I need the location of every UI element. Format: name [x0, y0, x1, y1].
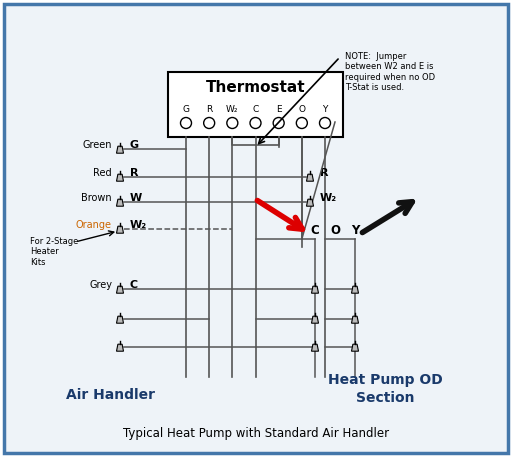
Polygon shape — [117, 174, 123, 181]
Text: W₂: W₂ — [320, 193, 337, 203]
Text: Air Handler: Air Handler — [66, 388, 155, 402]
Circle shape — [319, 117, 331, 128]
Polygon shape — [117, 344, 123, 351]
Polygon shape — [117, 146, 123, 153]
Polygon shape — [352, 316, 358, 323]
Text: G: G — [130, 140, 139, 150]
Text: For 2-Stage
Heater
Kits: For 2-Stage Heater Kits — [30, 237, 78, 267]
Circle shape — [250, 117, 261, 128]
Text: Thermostat: Thermostat — [206, 80, 305, 95]
Polygon shape — [117, 286, 123, 293]
Text: Brown: Brown — [81, 193, 112, 203]
Text: O: O — [330, 224, 340, 237]
Text: NOTE:  Jumper
between W2 and E is
required when no OD
T-Stat is used.: NOTE: Jumper between W2 and E is require… — [345, 52, 435, 92]
Polygon shape — [352, 344, 358, 351]
Polygon shape — [352, 286, 358, 293]
Polygon shape — [307, 174, 313, 181]
Text: E: E — [276, 106, 282, 115]
Text: Y: Y — [351, 224, 359, 237]
Text: Typical Heat Pump with Standard Air Handler: Typical Heat Pump with Standard Air Hand… — [123, 426, 389, 440]
Text: W₂: W₂ — [130, 220, 147, 230]
Text: R: R — [206, 106, 212, 115]
Text: Green: Green — [82, 140, 112, 150]
Circle shape — [296, 117, 307, 128]
Polygon shape — [311, 344, 318, 351]
Polygon shape — [311, 316, 318, 323]
Text: R: R — [320, 168, 329, 178]
Text: Grey: Grey — [89, 280, 112, 290]
Polygon shape — [311, 286, 318, 293]
Text: Orange: Orange — [76, 220, 112, 230]
Text: C: C — [311, 224, 319, 237]
Text: O: O — [298, 106, 305, 115]
Bar — [168, 72, 343, 137]
Text: C: C — [130, 280, 138, 290]
Text: Red: Red — [93, 168, 112, 178]
Text: C: C — [252, 106, 259, 115]
Circle shape — [273, 117, 284, 128]
Text: Y: Y — [323, 106, 328, 115]
Circle shape — [204, 117, 215, 128]
Text: W₂: W₂ — [226, 106, 239, 115]
Text: R: R — [130, 168, 139, 178]
Text: W: W — [130, 193, 142, 203]
Polygon shape — [307, 199, 313, 206]
Polygon shape — [117, 226, 123, 233]
Text: Heat Pump OD
Section: Heat Pump OD Section — [328, 373, 442, 405]
Circle shape — [181, 117, 191, 128]
Circle shape — [227, 117, 238, 128]
Text: G: G — [182, 106, 189, 115]
Polygon shape — [117, 199, 123, 206]
Polygon shape — [117, 316, 123, 323]
